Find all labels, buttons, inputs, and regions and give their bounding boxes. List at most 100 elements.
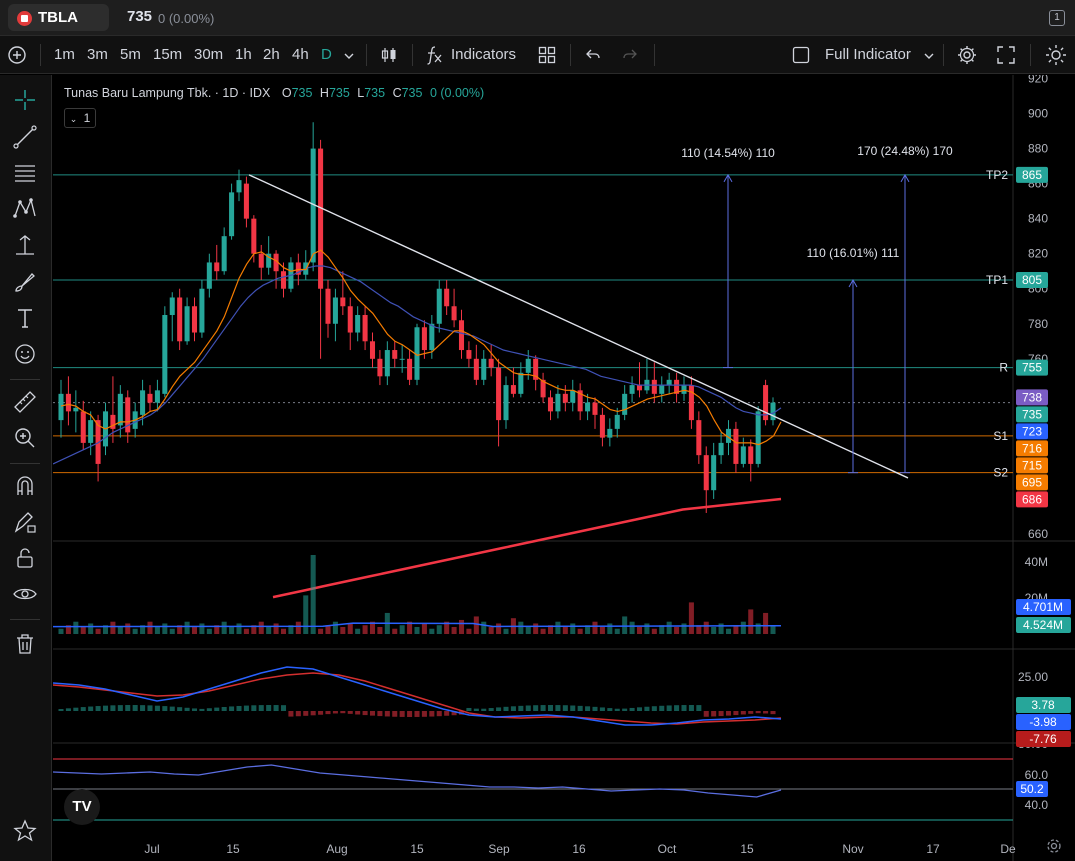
- macd-histogram-bar: [555, 705, 561, 711]
- price-badge-text: 865: [1022, 168, 1042, 182]
- volume-bar: [622, 616, 628, 634]
- add-symbol-icon[interactable]: [7, 45, 27, 65]
- undo-icon[interactable]: [584, 46, 602, 64]
- layout-grid-icon[interactable]: [538, 46, 556, 64]
- interval-1h[interactable]: 1h: [235, 46, 252, 63]
- volume-bar: [503, 628, 509, 634]
- interval-15m[interactable]: 15m: [153, 46, 183, 63]
- volume-bar: [280, 628, 287, 634]
- ruler-icon[interactable]: [12, 389, 38, 415]
- star-icon[interactable]: [12, 818, 38, 844]
- chevron-down-icon[interactable]: [343, 51, 355, 61]
- macd-histogram-bar: [355, 711, 361, 715]
- macd-histogram-bar: [510, 706, 516, 711]
- macd-histogram-bar: [65, 708, 71, 711]
- price-badge: [1016, 474, 1048, 491]
- candle-body: [340, 297, 346, 307]
- price-chart[interactable]: 6606807007207407607808008208408608809009…: [53, 75, 1075, 861]
- trendline: [248, 174, 909, 479]
- interval-2h[interactable]: 2h: [263, 46, 280, 63]
- volume-bar: [681, 623, 687, 634]
- volume-bar: [540, 628, 546, 634]
- layout-count-badge[interactable]: 1: [1049, 10, 1065, 26]
- measure-arrowhead: [900, 173, 910, 183]
- crosshair-icon[interactable]: [12, 87, 38, 113]
- pattern-icon[interactable]: [12, 196, 38, 222]
- fullscreen-icon[interactable]: [996, 45, 1016, 65]
- chevron-down-icon[interactable]: [923, 51, 935, 61]
- macd-histogram-bar: [644, 706, 650, 711]
- macd-histogram-bar: [540, 705, 546, 711]
- candle-body: [95, 420, 101, 464]
- macd-badge-text: -3.98: [1029, 715, 1057, 729]
- macd-histogram-bar: [622, 708, 628, 711]
- sun-icon[interactable]: [1045, 44, 1067, 66]
- macd-histogram-bar: [466, 707, 472, 711]
- candle-body: [421, 327, 427, 351]
- volume-bar: [110, 621, 116, 634]
- text-icon[interactable]: [12, 305, 38, 331]
- measure-position-icon[interactable]: [12, 232, 38, 258]
- indicators-button[interactable]: Indicators: [451, 46, 517, 63]
- eye-icon[interactable]: [12, 581, 38, 607]
- candle-body: [325, 288, 331, 324]
- volume-bar: [659, 625, 665, 634]
- macd-histogram-bar: [110, 705, 116, 711]
- unlock-icon[interactable]: [12, 545, 38, 571]
- emoji-icon[interactable]: [12, 341, 38, 367]
- lock-drawing-icon[interactable]: [12, 509, 38, 535]
- chart-area[interactable]: 6606807007207407607808008208408608809009…: [53, 75, 1075, 861]
- macd-histogram-bar: [125, 705, 131, 711]
- candle-body: [444, 288, 450, 307]
- candle-body: [407, 358, 413, 380]
- interval-5m[interactable]: 5m: [120, 46, 141, 63]
- volume-bar: [221, 621, 227, 634]
- candle-body: [703, 455, 709, 491]
- macd-histogram-bar: [488, 708, 494, 711]
- redo-icon[interactable]: [621, 46, 639, 64]
- candle-body: [184, 306, 190, 342]
- trendline-icon[interactable]: [12, 124, 38, 150]
- interval-3m[interactable]: 3m: [87, 46, 108, 63]
- legend-collapse-button[interactable]: ⌄ 1: [64, 108, 96, 128]
- candle-body: [169, 297, 175, 316]
- price-badge: [1016, 440, 1048, 457]
- gear-icon[interactable]: [956, 44, 978, 66]
- magnet-icon[interactable]: [12, 473, 38, 499]
- interval-4h[interactable]: 4h: [292, 46, 309, 63]
- measure-label: 110 (14.54%) 110: [681, 146, 775, 160]
- volume-bar: [132, 628, 138, 634]
- full-indicator-toggle[interactable]: Full Indicator: [825, 46, 911, 63]
- candle-body: [369, 341, 376, 359]
- volume-bar: [80, 626, 86, 634]
- candle-body: [347, 306, 353, 333]
- brush-icon[interactable]: [12, 269, 38, 295]
- candle-body: [547, 397, 554, 412]
- volume-bar: [458, 619, 465, 634]
- zoom-in-icon[interactable]: [12, 425, 38, 451]
- checkbox-icon[interactable]: [792, 46, 810, 64]
- fx-indicators-icon[interactable]: [426, 45, 444, 65]
- candle-body: [496, 367, 502, 421]
- candle-body: [473, 358, 479, 380]
- macd-histogram-bar: [392, 711, 398, 717]
- macd-histogram-bar: [288, 711, 294, 717]
- candle-body: [651, 379, 657, 394]
- candle-body: [577, 390, 583, 412]
- price-badge-text: 723: [1022, 424, 1042, 438]
- symbol-selector[interactable]: TBLA: [8, 4, 109, 31]
- interval-d[interactable]: D: [321, 46, 332, 63]
- candle-type-icon[interactable]: [379, 45, 399, 65]
- interval-1m[interactable]: 1m: [54, 46, 75, 63]
- chart-settings-gear-icon[interactable]: [1045, 837, 1063, 855]
- volume-bar: [488, 626, 494, 634]
- macd-histogram-bar: [585, 706, 591, 711]
- tradingview-logo[interactable]: TV: [64, 789, 100, 825]
- x-tick-label: Oct: [658, 842, 677, 856]
- horizontal-lines-icon[interactable]: [12, 160, 38, 186]
- trash-icon[interactable]: [12, 631, 38, 657]
- interval-30m[interactable]: 30m: [194, 46, 224, 63]
- level-label: TP1: [986, 273, 1008, 287]
- legend-name: Tunas Baru Lampung Tbk. · 1D · IDX: [64, 86, 271, 100]
- macd-histogram-bar: [310, 711, 316, 716]
